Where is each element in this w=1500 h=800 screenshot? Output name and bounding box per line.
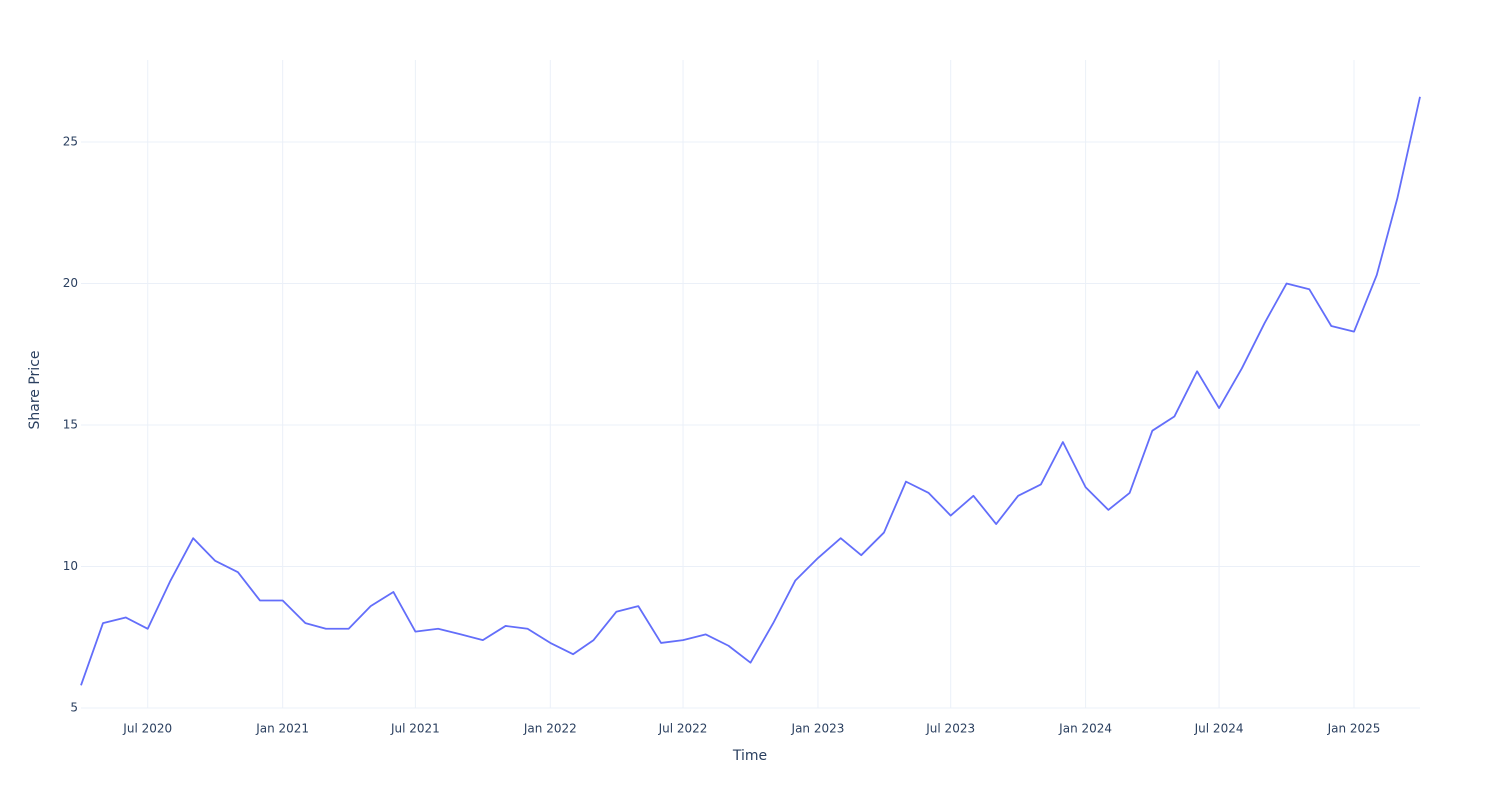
x-tick-label: Jan 2022: [523, 722, 577, 736]
y-tick-label: 5: [70, 701, 78, 715]
y-tick-label: 10: [63, 559, 78, 573]
x-axis-title: Time: [732, 748, 767, 764]
x-tick-label: Jul 2020: [122, 722, 172, 736]
x-tick-label: Jan 2021: [255, 722, 309, 736]
y-axis-title: Share Price: [27, 350, 43, 429]
x-tick-label: Jul 2024: [1194, 722, 1244, 736]
y-tick-label: 20: [63, 276, 78, 290]
y-tick-label: 15: [63, 418, 78, 432]
line: [80, 96, 1421, 686]
x-tick-label: Jul 2022: [658, 722, 708, 736]
x-tick-label: Jan 2024: [1058, 722, 1112, 736]
x-tick-label: Jul 2021: [390, 722, 440, 736]
x-tick-label: Jan 2025: [1327, 722, 1381, 736]
x-tick-label: Jul 2023: [925, 722, 975, 736]
y-tick-label: 25: [63, 135, 78, 149]
x-tick-label: Jan 2023: [791, 722, 845, 736]
